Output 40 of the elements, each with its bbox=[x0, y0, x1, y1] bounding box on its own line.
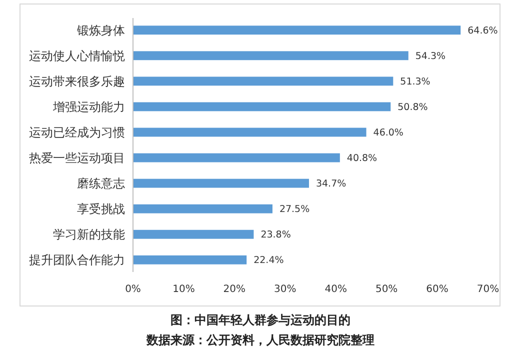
bar bbox=[133, 76, 394, 86]
y-tick-label: 磨练意志 bbox=[77, 176, 125, 190]
bar bbox=[133, 230, 254, 239]
y-tick-label: 热爱一些运动项目 bbox=[29, 150, 125, 165]
bar bbox=[133, 128, 366, 137]
bar bbox=[133, 178, 309, 188]
x-tick-label: 10% bbox=[172, 284, 195, 295]
x-tick-label: 50% bbox=[375, 284, 398, 295]
data-label: 64.6% bbox=[468, 25, 498, 36]
data-label: 51.3% bbox=[400, 76, 430, 88]
y-tick-label: 享受挑战 bbox=[77, 202, 125, 216]
y-tick-label: 运动使人心情愉悦 bbox=[29, 48, 125, 63]
source-note: 数据来源：公开资料，人民数据研究院整理 bbox=[146, 333, 374, 347]
bar bbox=[133, 51, 408, 60]
data-label: 22.4% bbox=[254, 255, 284, 266]
bar bbox=[133, 153, 340, 162]
x-tick-label: 60% bbox=[426, 284, 448, 295]
x-tick-label: 70% bbox=[476, 284, 500, 295]
data-label: 34.7% bbox=[316, 178, 346, 190]
y-tick-label: 学习新的技能 bbox=[53, 228, 125, 242]
bar bbox=[133, 102, 391, 112]
y-tick-label: 运动带来很多乐趣 bbox=[29, 74, 125, 88]
y-tick-label: 运动已经成为习惯 bbox=[29, 125, 125, 140]
text: 图：中国年轻人群参与运动的目的 bbox=[170, 313, 350, 327]
bar bbox=[133, 255, 247, 264]
data-label: 54.3% bbox=[415, 50, 446, 62]
y-tick-label: 增强运动能力 bbox=[52, 100, 125, 114]
x-tick-label: 40% bbox=[324, 284, 347, 295]
data-label: 50.8% bbox=[398, 102, 428, 114]
x-tick-label: 30% bbox=[274, 284, 296, 295]
data-label: 40.8% bbox=[346, 153, 378, 164]
data-label: 27.5% bbox=[279, 204, 310, 216]
y-tick-label: 锻炼身体 bbox=[76, 23, 125, 38]
y-tick-label: 提升团队合作能力 bbox=[29, 253, 125, 268]
data-label: 23.8% bbox=[260, 230, 291, 241]
bar bbox=[133, 204, 272, 214]
x-tick-label: 0% bbox=[125, 284, 141, 295]
data-label: 46.0% bbox=[373, 128, 404, 139]
x-tick-label: 20% bbox=[223, 284, 246, 295]
bar bbox=[133, 26, 461, 35]
